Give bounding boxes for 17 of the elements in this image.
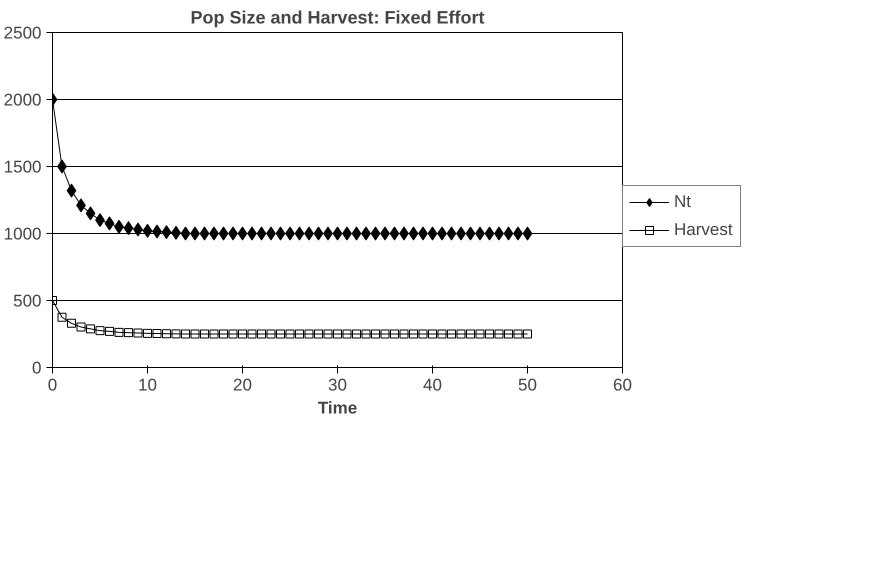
y-tick-label: 500: [13, 292, 42, 310]
chart-title: Pop Size and Harvest: Fixed Effort: [190, 8, 485, 28]
y-tick-label: 2000: [4, 90, 42, 110]
x-tick-label: 60: [613, 376, 632, 394]
x-tick-label: 30: [328, 376, 347, 394]
legend-label: Nt: [674, 192, 692, 212]
x-tick-label: 40: [423, 376, 442, 394]
x-axis-title: Time: [318, 398, 358, 418]
legend-label: Harvest: [674, 220, 734, 240]
x-tick-label: 20: [233, 376, 252, 394]
y-tick-label: 0: [32, 358, 42, 378]
y-tick-label: 1500: [4, 158, 42, 176]
x-tick-label: 50: [518, 376, 537, 394]
y-tick-label: 2500: [4, 24, 42, 42]
x-tick-label: 10: [138, 376, 157, 394]
x-tick-label: 0: [48, 376, 58, 394]
y-tick-label: 1000: [4, 224, 42, 244]
